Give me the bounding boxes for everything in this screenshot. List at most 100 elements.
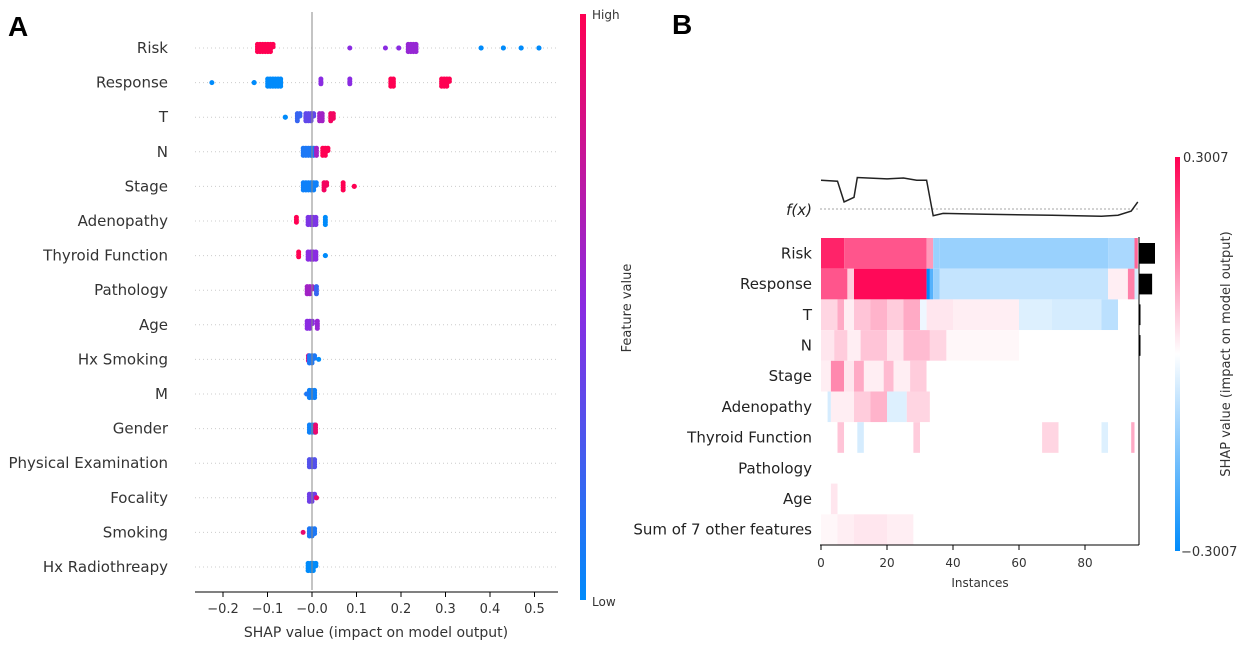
heatmap-cell: [821, 452, 1138, 484]
beeswarm-dot: [267, 49, 273, 55]
heatmap-feature-label: Thyroid Function: [686, 429, 812, 447]
heatmap-cell: [913, 422, 920, 453]
heatmap-cell: [1019, 299, 1052, 331]
heatmap-cell: [1108, 422, 1132, 453]
heatmap-feature-label: T: [802, 306, 813, 324]
heatmap-cell: [821, 391, 828, 423]
heatmap-cell: [821, 268, 848, 300]
feature-label: Stage: [125, 177, 168, 195]
beeswarm-dot: [307, 325, 313, 331]
beeswarm-dot: [313, 222, 319, 228]
heatmap-cell: [844, 238, 927, 269]
heatmap-x-tick-label: 40: [945, 556, 960, 570]
heatmap-feature-labels: Risk Response TN Stage Adenopathy Thyroid Fun…: [633, 244, 812, 538]
feature-importance-bars: [1139, 243, 1155, 356]
heatmap-cell: [1052, 299, 1102, 331]
heatmap-x-tick-label: 0: [817, 556, 825, 570]
heatmap-cell: [854, 360, 864, 392]
heatmap-cell: [903, 299, 920, 331]
beeswarm-dot: [413, 49, 419, 55]
heatmap-cell: [1019, 330, 1138, 361]
beeswarm-dot: [270, 44, 276, 50]
heatmap-cell: [939, 238, 1109, 269]
heatmap-feature-label: Response: [740, 275, 812, 293]
x-tick-label: −0.1: [252, 602, 284, 617]
beeswarm-dot: [324, 182, 330, 188]
beeswarm-dot: [307, 291, 313, 297]
feature-label: Hx Smoking: [78, 350, 168, 368]
heatmap-cell: [939, 268, 1109, 300]
heatmap-cell: [1042, 422, 1059, 453]
beeswarm-dot: [330, 115, 336, 121]
beeswarm-dot: [321, 187, 327, 193]
beeswarm-dot: [312, 395, 318, 401]
importance-bar: [1139, 243, 1155, 264]
beeswarm-dot: [325, 148, 331, 154]
heatmap-cell: [910, 360, 927, 392]
beeswarm-dot: [322, 253, 328, 259]
feature-label: T: [158, 108, 169, 126]
beeswarm-dot: [322, 222, 328, 228]
x-axis-label: SHAP value (impact on model output): [244, 625, 508, 641]
beeswarm-dot: [396, 45, 402, 51]
beeswarm-dot: [318, 81, 324, 87]
heatmap-x-tick-label: 60: [1011, 556, 1026, 570]
heatmap-cell: [1101, 299, 1118, 331]
heatmap-cell: [837, 483, 1138, 515]
heatmap-cell: [920, 422, 1043, 453]
colorbar-min-label: −0.3007: [1181, 545, 1237, 560]
x-tick-label: −0.2: [207, 602, 239, 617]
heatmap-cell: [844, 299, 854, 331]
panel-b-heatmap: B f(x) Risk Response TN Stage Adenopathy Thyr…: [633, 9, 1237, 590]
feature-label: Physical Examination: [8, 454, 168, 472]
heatmap-cell: [1058, 422, 1102, 453]
beeswarm-dot: [313, 182, 319, 188]
heatmap-cell: [847, 330, 861, 361]
heatmap-cell: [821, 422, 838, 453]
importance-bar: [1139, 273, 1153, 295]
heatmap-cell: [821, 299, 838, 331]
beeswarm-dot: [308, 118, 314, 124]
importance-bar: [1139, 304, 1141, 326]
heatmap-cell: [1134, 268, 1138, 300]
feature-label: Smoking: [103, 523, 168, 541]
heatmap-feature-label: Adenopathy: [722, 398, 813, 416]
beeswarm-dot: [444, 83, 450, 89]
heatmap-cell: [920, 299, 927, 331]
heatmap-cell: [1131, 422, 1135, 453]
feature-label: Gender: [113, 420, 169, 438]
heatmap-cell: [933, 238, 940, 269]
beeswarm-dot: [340, 187, 346, 193]
beeswarm-dot: [312, 464, 318, 470]
beeswarm-dot: [316, 356, 322, 362]
heatmap-feature-label: Pathology: [738, 459, 812, 477]
heatmap-cell: [837, 514, 854, 545]
beeswarm-dot: [536, 45, 542, 51]
feature-label: Pathology: [94, 281, 168, 299]
heatmap-cell: [883, 360, 894, 392]
beeswarm-dot: [500, 45, 506, 51]
heatmap-x-ticks: 0 20 40 60 80: [817, 545, 1093, 570]
heatmap-cell: [926, 360, 1138, 392]
heatmap-cell: [929, 330, 947, 361]
heatmap-feature-label: N: [801, 336, 812, 354]
heatmap-cell: [844, 360, 854, 392]
beeswarm-dot: [478, 45, 484, 51]
fx-curve: [820, 176, 1139, 217]
heatmap-cell: [821, 330, 835, 361]
heatmap-cell: [863, 422, 914, 453]
feature-label: Focality: [110, 489, 168, 507]
heatmap-feature-label: Risk: [781, 244, 812, 262]
heatmap-cell: [887, 299, 904, 331]
panel-a-beeswarm: A Risk Response TN Stage Adenopathy Thyroid F…: [8, 8, 635, 641]
beeswarm-dot: [347, 45, 353, 51]
feature-label: Age: [139, 316, 168, 334]
heatmap-cell: [946, 330, 1019, 361]
heatmap-cell: [854, 299, 871, 331]
beeswarm-dot: [278, 83, 284, 89]
beeswarm-dot: [313, 291, 319, 297]
heatmap-cell: [887, 330, 904, 361]
heatmap-cell: [870, 391, 887, 423]
colorbar-max-label: 0.3007: [1183, 151, 1229, 166]
